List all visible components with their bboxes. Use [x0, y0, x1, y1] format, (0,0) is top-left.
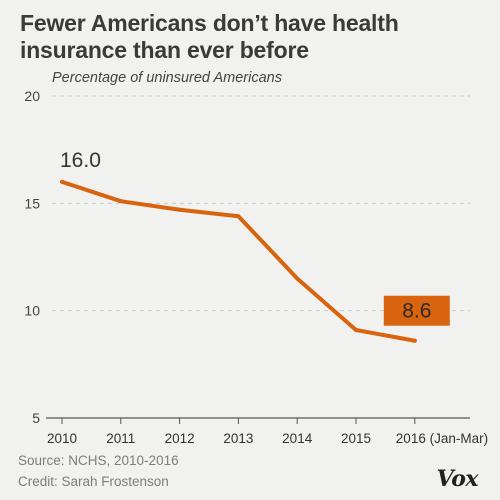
x-tick-label: 2011	[106, 431, 135, 446]
data-point	[236, 214, 241, 219]
value-label-box	[383, 295, 450, 326]
source-note: Source: NCHS, 2010-2016	[18, 453, 179, 468]
data-point	[60, 179, 64, 184]
credit-note: Credit: Sarah Frostenson	[18, 474, 169, 489]
y-tick-label: 15	[24, 195, 40, 211]
chart-title: Fewer Americans don’t have health insura…	[20, 10, 399, 63]
data-point	[177, 207, 182, 212]
uninsured-rate-line	[60, 179, 417, 343]
x-tick-label: 2014	[282, 431, 313, 446]
data-point	[295, 276, 300, 281]
value-label: 8.6	[402, 300, 431, 323]
x-tick-label: 2016 (Jan-Mar)	[396, 431, 488, 446]
grid-lines	[52, 95, 470, 312]
axes: 5 10 15 20 2010 2011 2012 2013 2014 2015 2016 (Jan…	[24, 88, 488, 446]
y-tick-label: 10	[24, 303, 40, 319]
annotations: 16.0 8.6	[60, 149, 450, 326]
data-point	[118, 199, 123, 204]
y-tick-label: 20	[24, 88, 40, 104]
data-point	[354, 327, 358, 332]
x-tick-label: 2013	[223, 431, 253, 446]
vox-logo: Vox	[436, 466, 479, 492]
y-tick-label: 5	[32, 410, 40, 426]
x-tick-label: 2010	[47, 431, 77, 446]
data-series	[60, 179, 417, 343]
chart-subtitle: Percentage of uninsured Americans	[52, 70, 282, 86]
x-tick-label: 2015	[341, 431, 371, 446]
data-point	[412, 338, 417, 343]
value-label: 16.0	[60, 149, 101, 172]
x-tick-label: 2012	[165, 431, 195, 446]
